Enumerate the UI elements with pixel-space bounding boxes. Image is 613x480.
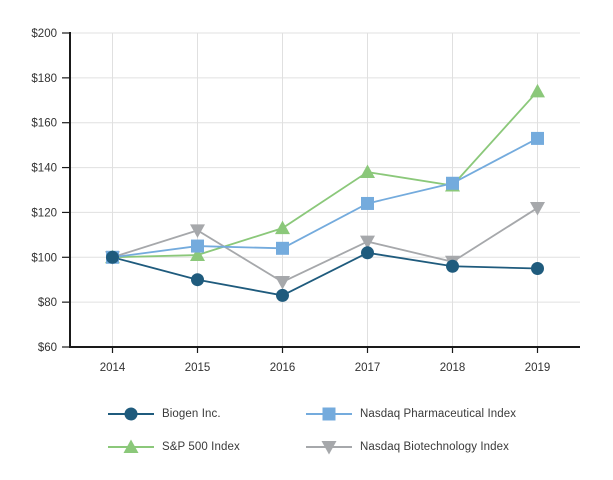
data-point-nasdaq-pharmaceutical-index (191, 239, 204, 253)
triangle-down-marker-icon (306, 440, 352, 454)
data-point-biogen-inc (531, 262, 544, 275)
legend-item-biogen: Biogen Inc. (108, 406, 306, 422)
y-tick-label: $160 (31, 118, 57, 130)
legend-marker (321, 440, 337, 454)
legend-marker (123, 439, 139, 453)
y-tick-label: $200 (31, 28, 57, 40)
legend-label: Nasdaq Pharmaceutical Index (360, 407, 517, 420)
data-point-biogen-inc (106, 250, 119, 264)
series-line-nasdaq-pharmaceutical-index (112, 137, 538, 259)
x-tick-label: 2015 (185, 362, 211, 374)
circle-marker-icon (108, 407, 154, 420)
x-tick-label: 2014 (100, 362, 126, 374)
y-tick-label: $180 (31, 73, 57, 85)
data-point-nasdaq-pharmaceutical-index (361, 196, 374, 210)
data-point-s-p-500-index (190, 247, 205, 262)
y-tick-label: $120 (31, 207, 57, 219)
y-tick-label: $140 (31, 163, 57, 175)
legend-label: S&P 500 Index (162, 440, 240, 453)
data-point-s-p-500-index (275, 220, 290, 235)
chart-plot-area: $200 $180 $160 $140 $120 $100 $80 $60 2014 2015 20… (31, 28, 580, 374)
data-point-nasdaq-biotechnology-index (275, 275, 290, 290)
data-point-nasdaq-pharmaceutical-index (276, 241, 289, 255)
y-tick-label: $60 (38, 342, 57, 354)
x-tick-label: 2017 (355, 362, 381, 374)
legend-label: Biogen Inc. (162, 407, 221, 420)
data-point-nasdaq-pharmaceutical-index (531, 131, 544, 145)
x-tick-label: 2016 (270, 362, 296, 374)
data-point-nasdaq-pharmaceutical-index (446, 176, 459, 190)
data-point-nasdaq-biotechnology-index (190, 224, 205, 238)
data-point-nasdaq-biotechnology-index (530, 201, 545, 216)
series-line-nasdaq-biotechnology-index (112, 207, 538, 283)
legend-marker (124, 407, 138, 420)
data-point-biogen-inc (361, 246, 374, 260)
square-marker-icon (306, 407, 352, 420)
data-point-nasdaq-biotechnology-index (360, 235, 375, 250)
data-point-s-p-500-index (530, 83, 545, 98)
chart-legend: Biogen Inc. S&P 500 Index Nasdaq Pharmac… (108, 397, 516, 463)
data-point-biogen-inc (276, 288, 289, 302)
x-tick-label: 2019 (525, 362, 551, 374)
series-line-biogen-inc (112, 251, 538, 297)
data-point-biogen-inc (446, 259, 459, 273)
y-tick-label: $100 (31, 252, 57, 264)
triangle-up-marker-icon (108, 439, 154, 453)
legend-marker (322, 407, 336, 420)
legend-item-nasdaq-biotech: Nasdaq Biotechnology Index (306, 439, 516, 455)
legend-item-nasdaq-pharma: Nasdaq Pharmaceutical Index (306, 406, 516, 422)
x-tick-label: 2018 (440, 362, 466, 374)
legend-item-sp500: S&P 500 Index (108, 439, 306, 455)
legend-label: Nasdaq Biotechnology Index (360, 440, 510, 453)
data-point-biogen-inc (191, 273, 204, 287)
series-line-s-p-500-index (112, 90, 539, 259)
data-point-s-p-500-index (360, 164, 375, 179)
y-tick-label: $80 (38, 297, 57, 309)
